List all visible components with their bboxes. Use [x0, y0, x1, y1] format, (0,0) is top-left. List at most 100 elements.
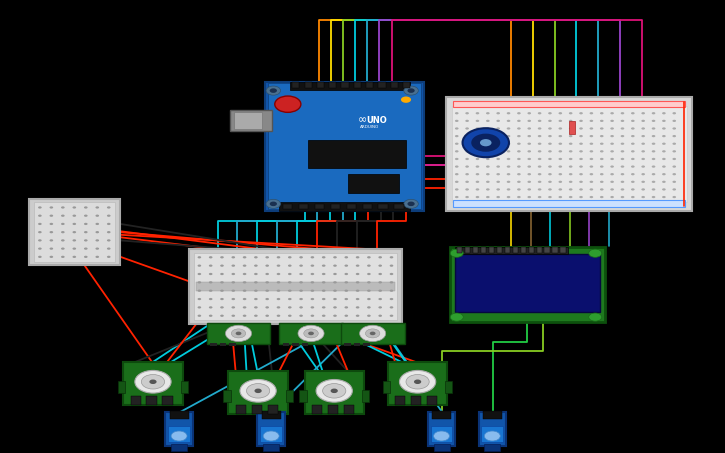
- Circle shape: [378, 298, 382, 300]
- Circle shape: [38, 239, 42, 241]
- Circle shape: [662, 173, 666, 175]
- Circle shape: [367, 273, 370, 275]
- Circle shape: [548, 127, 552, 130]
- Circle shape: [548, 150, 552, 153]
- FancyBboxPatch shape: [299, 204, 308, 209]
- Circle shape: [455, 120, 458, 122]
- Circle shape: [310, 315, 314, 317]
- Circle shape: [569, 181, 573, 183]
- Circle shape: [569, 158, 573, 160]
- Circle shape: [652, 173, 655, 175]
- Circle shape: [378, 265, 382, 267]
- Circle shape: [322, 298, 326, 300]
- Circle shape: [538, 150, 542, 153]
- Circle shape: [538, 127, 542, 130]
- Circle shape: [197, 298, 202, 300]
- Circle shape: [220, 298, 224, 300]
- Circle shape: [548, 120, 552, 122]
- Circle shape: [569, 165, 573, 168]
- Circle shape: [662, 135, 666, 137]
- Circle shape: [310, 281, 314, 284]
- Circle shape: [517, 143, 521, 145]
- FancyBboxPatch shape: [481, 426, 503, 442]
- Circle shape: [322, 281, 326, 284]
- Circle shape: [231, 289, 235, 292]
- Circle shape: [486, 150, 489, 153]
- FancyBboxPatch shape: [292, 82, 299, 88]
- Circle shape: [107, 255, 111, 258]
- Circle shape: [344, 273, 348, 275]
- Circle shape: [288, 256, 291, 258]
- Circle shape: [231, 298, 235, 300]
- Circle shape: [662, 112, 666, 114]
- Circle shape: [527, 112, 531, 114]
- Circle shape: [107, 223, 111, 225]
- FancyBboxPatch shape: [403, 82, 410, 88]
- FancyBboxPatch shape: [455, 247, 568, 254]
- Circle shape: [497, 173, 500, 175]
- Circle shape: [334, 298, 337, 300]
- Circle shape: [579, 181, 583, 183]
- FancyBboxPatch shape: [220, 343, 226, 346]
- Circle shape: [406, 375, 429, 389]
- Circle shape: [672, 165, 676, 168]
- FancyBboxPatch shape: [283, 343, 289, 346]
- Circle shape: [589, 249, 602, 257]
- Circle shape: [497, 127, 500, 130]
- Circle shape: [96, 255, 99, 258]
- Circle shape: [107, 231, 111, 233]
- Circle shape: [171, 431, 187, 441]
- FancyBboxPatch shape: [194, 253, 397, 320]
- Circle shape: [600, 127, 603, 130]
- Circle shape: [652, 188, 655, 191]
- Circle shape: [367, 306, 370, 308]
- Circle shape: [558, 112, 562, 114]
- Circle shape: [231, 306, 235, 308]
- Circle shape: [538, 181, 542, 183]
- Circle shape: [486, 112, 489, 114]
- Circle shape: [631, 173, 634, 175]
- Circle shape: [49, 223, 53, 225]
- Circle shape: [61, 255, 65, 258]
- FancyBboxPatch shape: [315, 204, 324, 209]
- Circle shape: [378, 256, 382, 258]
- Circle shape: [507, 165, 510, 168]
- Circle shape: [527, 158, 531, 160]
- Circle shape: [486, 188, 489, 191]
- Circle shape: [450, 313, 463, 321]
- Circle shape: [465, 135, 469, 137]
- Circle shape: [455, 112, 458, 114]
- Circle shape: [579, 150, 583, 153]
- FancyBboxPatch shape: [363, 343, 370, 346]
- Circle shape: [579, 112, 583, 114]
- Circle shape: [356, 306, 360, 308]
- Circle shape: [610, 112, 614, 114]
- Circle shape: [401, 96, 411, 103]
- FancyBboxPatch shape: [196, 282, 395, 291]
- Circle shape: [299, 256, 303, 258]
- Circle shape: [49, 215, 53, 217]
- Circle shape: [465, 120, 469, 122]
- Circle shape: [672, 158, 676, 160]
- Circle shape: [389, 289, 393, 292]
- Circle shape: [476, 135, 479, 137]
- Circle shape: [277, 289, 281, 292]
- Circle shape: [486, 196, 489, 198]
- Circle shape: [569, 150, 573, 153]
- Circle shape: [642, 127, 645, 130]
- Circle shape: [270, 88, 277, 93]
- Circle shape: [243, 256, 247, 258]
- Circle shape: [254, 273, 257, 275]
- Circle shape: [407, 202, 415, 206]
- Circle shape: [465, 127, 469, 130]
- Circle shape: [507, 112, 510, 114]
- Circle shape: [480, 139, 492, 146]
- Circle shape: [322, 273, 326, 275]
- Circle shape: [621, 120, 624, 122]
- Circle shape: [288, 265, 291, 267]
- Circle shape: [356, 273, 360, 275]
- Circle shape: [507, 188, 510, 191]
- Circle shape: [517, 181, 521, 183]
- Circle shape: [455, 181, 458, 183]
- Circle shape: [589, 173, 593, 175]
